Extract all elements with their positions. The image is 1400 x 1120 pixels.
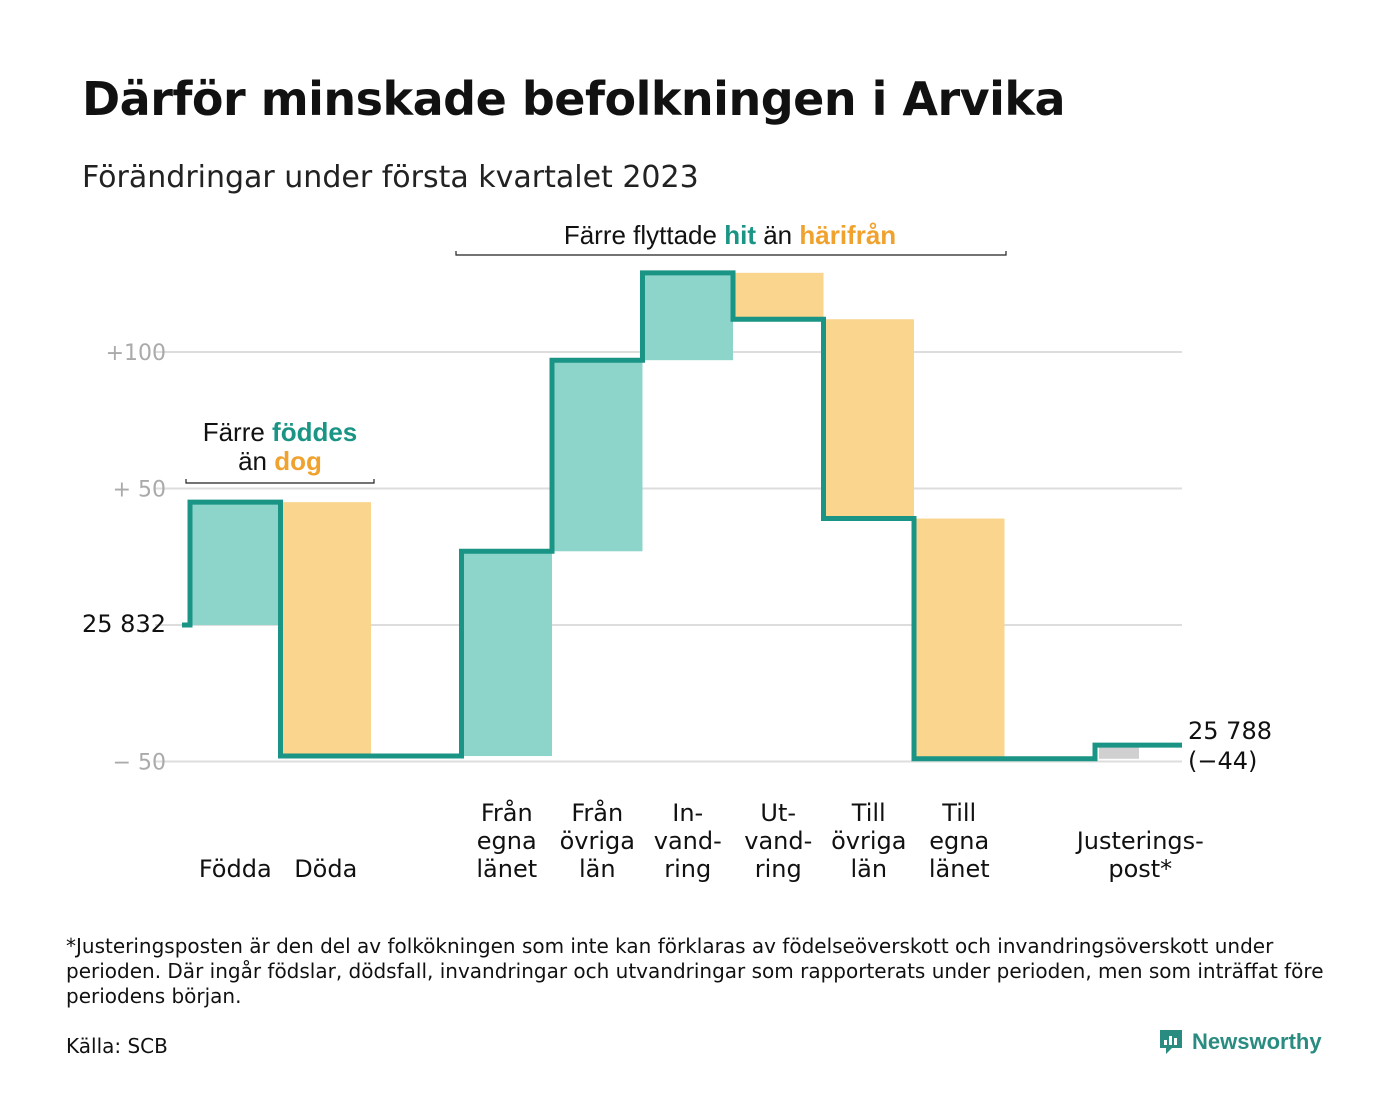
x-axis-labels: Födda DödaFrånegnalänetFrånövrigalänIn-va… (199, 798, 1204, 883)
waterfall-bar (733, 272, 824, 320)
x-tick-label: post* (1108, 855, 1172, 883)
waterfall-bar (1099, 745, 1139, 759)
x-tick-label: Till (851, 799, 886, 827)
y-tick-label: + 50 (113, 478, 166, 503)
annotation-migration-highlight-out: härifrån (799, 220, 896, 250)
running-total-line (182, 270, 1182, 762)
x-tick-label: ring (755, 855, 802, 883)
x-tick-label: länet (929, 855, 990, 883)
waterfall-bar (190, 502, 281, 625)
waterfall-bar (642, 272, 733, 361)
annotation-deaths-part2: än (238, 446, 274, 476)
annotation-migration: Färre flyttade hit än härifrån (564, 220, 896, 250)
x-tick-label: vand- (654, 827, 722, 855)
annotation-births-deaths-line1: Färre föddes (203, 417, 358, 447)
annotation-births-deaths-line2: än dog (238, 446, 322, 476)
waterfall-bar (823, 319, 914, 519)
x-tick-label: Från (481, 798, 533, 827)
annotation-migration-highlight-in: hit (724, 220, 756, 250)
waterfall-chart: +100+ 50− 50 Födda DödaFrånegnalänetFrånö… (82, 220, 1272, 883)
x-tick-label: ring (664, 855, 711, 883)
annotation-migration-bracket (455, 251, 1007, 256)
waterfall-bar (914, 518, 1005, 759)
annotation-migration-part2: än (756, 220, 799, 250)
x-tick-label: län (579, 855, 616, 883)
source-credit: Källa: SCB (66, 1034, 168, 1058)
footnote: *Justeringsposten är den del av folkökni… (66, 934, 1324, 1008)
waterfall-bar (461, 551, 552, 757)
x-tick-label: län (850, 855, 887, 883)
newsworthy-icon (1160, 1030, 1182, 1054)
annotation-migration-part1: Färre flyttade (564, 220, 724, 250)
x-tick-label: länet (476, 855, 537, 883)
annotation-deaths-highlight: dog (274, 446, 322, 476)
waterfall-bar (552, 360, 643, 552)
brand-logo[interactable]: Newsworthy (1158, 1028, 1322, 1056)
y-axis-ticks: +100 + 50 − 50 (106, 341, 166, 776)
x-tick-label: Justerings- (1075, 827, 1204, 855)
x-tick-label: övriga (831, 827, 906, 855)
running-total-line-group (182, 270, 1182, 762)
x-tick-label: övriga (560, 827, 635, 855)
y-tick-label: − 50 (113, 751, 166, 776)
x-tick-label: Ut- (760, 799, 796, 827)
annotations: Färre föddes än dog Färre flyttade hit ä… (185, 220, 1007, 484)
annotation-births-part1: Färre (203, 417, 272, 447)
brand-name: Newsworthy (1192, 1029, 1322, 1054)
x-tick-label: egna (929, 827, 989, 855)
x-tick-label: Till (941, 799, 976, 827)
waterfall-bar (280, 502, 371, 757)
y-tick-label: +100 (106, 341, 166, 366)
x-tick-label: In- (672, 799, 703, 827)
end-value-label: 25 788 (1188, 717, 1272, 745)
chart-subtitle: Förändringar under första kvartalet 2023 (82, 160, 699, 195)
annotation-births-deaths-bracket (185, 479, 375, 484)
x-tick-label: Från (571, 798, 623, 827)
x-tick-label: Födda (199, 855, 272, 883)
bars (190, 272, 1139, 759)
end-change-label: (−44) (1188, 747, 1257, 775)
x-tick-label: egna (477, 827, 537, 855)
chart-title: Därför minskade befolkningen i Arvika (82, 72, 1066, 126)
x-tick-label: Döda (294, 855, 357, 883)
x-tick-label: vand- (744, 827, 812, 855)
start-value-label: 25 832 (82, 610, 166, 638)
annotation-births-highlight: föddes (272, 417, 357, 447)
